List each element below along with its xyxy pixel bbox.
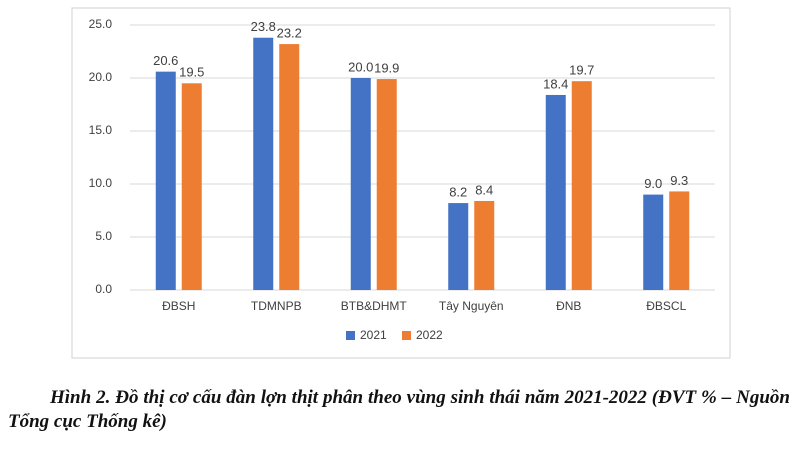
- value-label: 9.3: [670, 173, 688, 188]
- bar: [279, 44, 300, 290]
- value-label: 19.9: [374, 60, 399, 75]
- bar: [448, 203, 469, 290]
- y-tick-label: 5.0: [95, 229, 112, 243]
- value-label: 20.6: [153, 53, 178, 68]
- value-label: 8.4: [475, 182, 493, 197]
- x-tick-label: ĐNB: [556, 299, 581, 313]
- x-tick-label: ĐBSH: [162, 299, 195, 313]
- bar: [253, 37, 274, 290]
- chart: 0.0 5.0 10.0 15.0 20.0 25.0 ĐBSH 20.619.5 TDMNPB…: [71, 7, 731, 359]
- legend-label: 2022: [416, 328, 443, 342]
- bar: [643, 194, 664, 290]
- value-label: 9.0: [644, 176, 662, 191]
- legend-label: 2021: [360, 328, 387, 342]
- x-tick-label: BTB&DHMT: [341, 299, 408, 313]
- bar: [350, 78, 371, 290]
- bar: [474, 200, 495, 290]
- y-tick-label: 15.0: [89, 123, 113, 137]
- figure-caption: Hình 2. Đồ thị cơ cấu đàn lợn thịt phân …: [8, 387, 790, 432]
- legend-swatch: [346, 331, 355, 340]
- value-label: 19.5: [179, 65, 204, 80]
- value-label: 23.2: [277, 26, 302, 41]
- value-label: 8.2: [449, 185, 467, 200]
- bar: [669, 191, 690, 290]
- value-label: 19.7: [569, 63, 594, 78]
- bar: [545, 94, 566, 291]
- y-tick-label: 0.0: [95, 282, 112, 296]
- legend-swatch: [402, 331, 411, 340]
- value-label: 23.8: [251, 19, 276, 34]
- value-label: 18.4: [543, 76, 568, 91]
- bar: [571, 81, 592, 291]
- bar: [181, 83, 202, 290]
- x-tick-label: Tây Nguyên: [439, 299, 504, 313]
- bar: [376, 79, 397, 290]
- x-tick-label: ĐBSCL: [646, 299, 686, 313]
- y-tick-label: 10.0: [89, 176, 113, 190]
- value-label: 20.0: [348, 59, 373, 74]
- x-tick-label: TDMNPB: [251, 299, 302, 313]
- y-tick-label: 25.0: [89, 17, 113, 31]
- bar: [155, 71, 176, 290]
- chart-border: [71, 7, 731, 359]
- y-tick-label: 20.0: [89, 70, 113, 84]
